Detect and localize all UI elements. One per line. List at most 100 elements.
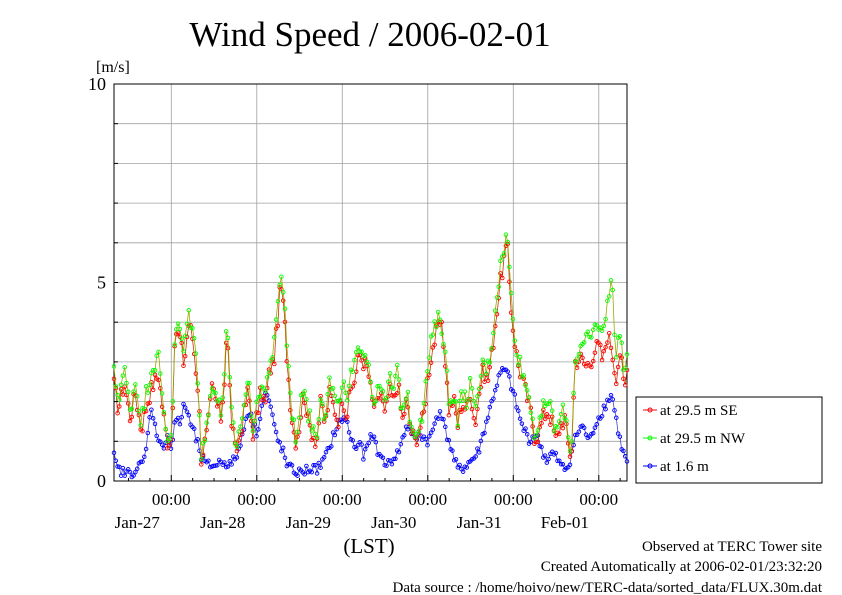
data-point — [615, 364, 621, 370]
data-point — [166, 442, 172, 448]
data-point — [419, 419, 425, 424]
data-point — [257, 394, 263, 399]
data-point — [443, 349, 448, 355]
data-point — [341, 379, 347, 384]
data-point — [464, 465, 469, 470]
data-point — [186, 308, 192, 313]
series-2 — [111, 366, 630, 480]
data-point — [120, 373, 126, 378]
data-point — [605, 340, 610, 345]
data-point — [601, 348, 607, 354]
data-point — [462, 389, 468, 394]
data-point — [485, 415, 491, 421]
data-point — [614, 415, 619, 420]
data-point — [213, 390, 218, 396]
data-point — [277, 282, 282, 287]
data-point — [184, 321, 190, 327]
data-point — [311, 463, 316, 468]
data-point — [492, 323, 498, 329]
data-point — [533, 432, 539, 438]
data-point — [225, 464, 231, 469]
data-point — [494, 295, 500, 300]
data-point — [510, 388, 516, 394]
data-point — [541, 398, 546, 403]
data-point — [302, 388, 307, 394]
legend-label: at 29.5 m NW — [660, 431, 746, 447]
data-point — [494, 383, 500, 388]
data-point — [558, 411, 564, 417]
data-point — [256, 410, 261, 416]
data-point — [560, 402, 566, 407]
data-point — [443, 424, 448, 430]
data-point — [482, 430, 487, 436]
data-point — [521, 373, 526, 378]
data-point — [186, 413, 192, 418]
data-point — [498, 258, 503, 264]
data-point — [218, 413, 224, 418]
data-point — [624, 459, 630, 464]
data-point — [453, 411, 459, 416]
data-point — [216, 397, 222, 403]
data-point — [590, 358, 596, 364]
data-point — [191, 336, 197, 341]
data-point — [346, 383, 352, 389]
data-point — [473, 422, 478, 428]
data-point — [275, 299, 281, 304]
data-point — [179, 336, 184, 341]
data-point — [302, 472, 307, 477]
data-point — [113, 384, 119, 389]
data-point — [156, 377, 161, 383]
data-point — [498, 370, 503, 375]
data-point — [206, 413, 211, 418]
data-point — [270, 412, 275, 417]
data-point — [122, 384, 127, 389]
data-point — [564, 418, 569, 423]
data-point — [541, 407, 546, 413]
series-1 — [111, 232, 630, 462]
data-point — [393, 373, 398, 379]
data-point — [118, 382, 124, 388]
data-point — [332, 412, 338, 418]
legend-marker — [647, 463, 653, 469]
data-point — [323, 449, 329, 455]
data-point — [229, 404, 234, 410]
data-point — [166, 436, 172, 442]
data-point — [318, 397, 323, 403]
data-point — [213, 463, 218, 468]
data-point — [321, 416, 327, 422]
data-point — [610, 397, 615, 402]
data-point — [295, 434, 300, 439]
data-point — [451, 394, 457, 399]
data-point — [455, 423, 461, 429]
data-point — [460, 398, 466, 404]
data-point — [573, 360, 578, 365]
data-point — [332, 432, 338, 438]
data-point — [484, 371, 489, 377]
data-point — [125, 389, 131, 395]
x-tick-time-label: 00:00 — [494, 490, 533, 509]
legend-label: at 29.5 m SE — [660, 403, 738, 419]
data-point — [394, 362, 400, 368]
data-point — [512, 392, 518, 397]
data-point — [190, 325, 195, 331]
data-point — [368, 379, 373, 385]
footer-source: Data source : /home/hoivo/new/TERC-data/… — [393, 580, 823, 595]
data-point — [503, 232, 509, 237]
data-point — [430, 427, 436, 432]
data-point — [250, 428, 256, 434]
data-point — [359, 349, 364, 355]
data-point — [608, 392, 614, 398]
data-point — [115, 392, 120, 398]
data-point — [471, 415, 477, 421]
data-point — [236, 429, 241, 434]
data-point — [204, 420, 209, 425]
data-point — [555, 458, 560, 464]
data-point — [373, 399, 379, 404]
data-point — [614, 355, 619, 360]
data-point — [127, 469, 133, 475]
x-tick-date-label: Feb-01 — [541, 513, 589, 532]
data-point — [229, 462, 234, 467]
data-point — [434, 324, 439, 330]
data-point — [359, 442, 364, 447]
